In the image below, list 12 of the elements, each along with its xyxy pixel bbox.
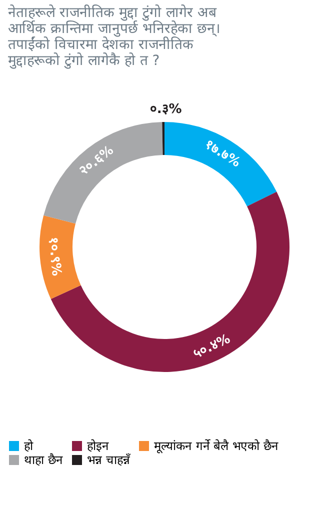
legend-label: मूल्यांकन गर्ने बेलै भएको छैन bbox=[154, 439, 278, 454]
data-label: १०.९% bbox=[45, 236, 64, 277]
donut-slice bbox=[44, 122, 163, 224]
legend-label: थाहा छैन bbox=[24, 453, 63, 467]
legend-label: भन्न चाहन्नँ bbox=[87, 453, 131, 467]
chart-title: नेताहरूले राजनीतिक मुद्दा टुंगो लागेर अब आर्थिक क्रान्तिमा जानुपर्छ भनिरहेका छन्। तपाईंको विचारमा देशका राजनीतिक मुद्दाहरूको टुंगो लागेकै हो त ? bbox=[8, 4, 220, 69]
data-label: ०.३% bbox=[150, 102, 182, 118]
donut-slice bbox=[50, 192, 290, 372]
legend-label: होइन bbox=[87, 439, 109, 453]
donut-slice bbox=[40, 215, 81, 300]
legend-label: हो bbox=[24, 439, 34, 453]
donut-slice bbox=[164, 122, 277, 206]
